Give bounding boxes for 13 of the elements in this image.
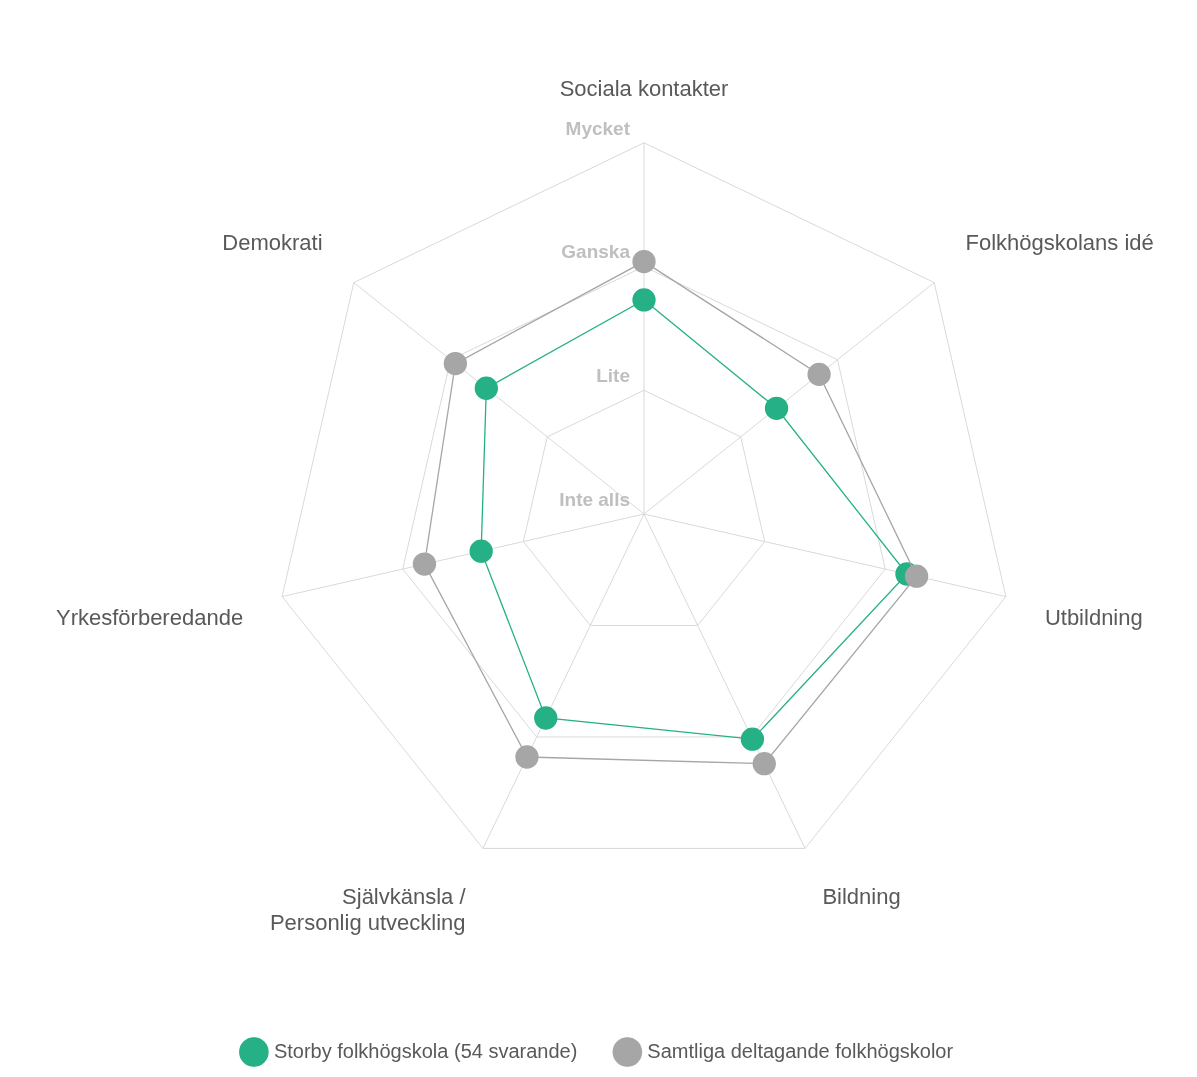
y-tick-label: Lite bbox=[596, 365, 630, 386]
spoke-label: Bildning bbox=[822, 883, 901, 909]
spoke-label: Utbildning bbox=[1044, 604, 1143, 630]
y-tick-label: Ganska bbox=[561, 241, 631, 263]
legend-label: Storby folkhögskola (54 svarande) bbox=[273, 1039, 578, 1062]
spoke-label: Folkhögskolans idé bbox=[965, 230, 1154, 256]
spoke-label: Yrkesförberedande bbox=[55, 604, 244, 630]
y-tick-label: Inte alls bbox=[559, 488, 630, 510]
spoke-label: Demokrati bbox=[222, 230, 323, 256]
y-tick-label: Mycket bbox=[565, 117, 631, 139]
spoke-label: Sociala kontakter bbox=[559, 75, 729, 101]
spoke-label: Självkänsla / Personlig utveckling bbox=[269, 883, 467, 936]
legend-label: Samtliga deltagande folkhögskolor bbox=[647, 1039, 954, 1062]
